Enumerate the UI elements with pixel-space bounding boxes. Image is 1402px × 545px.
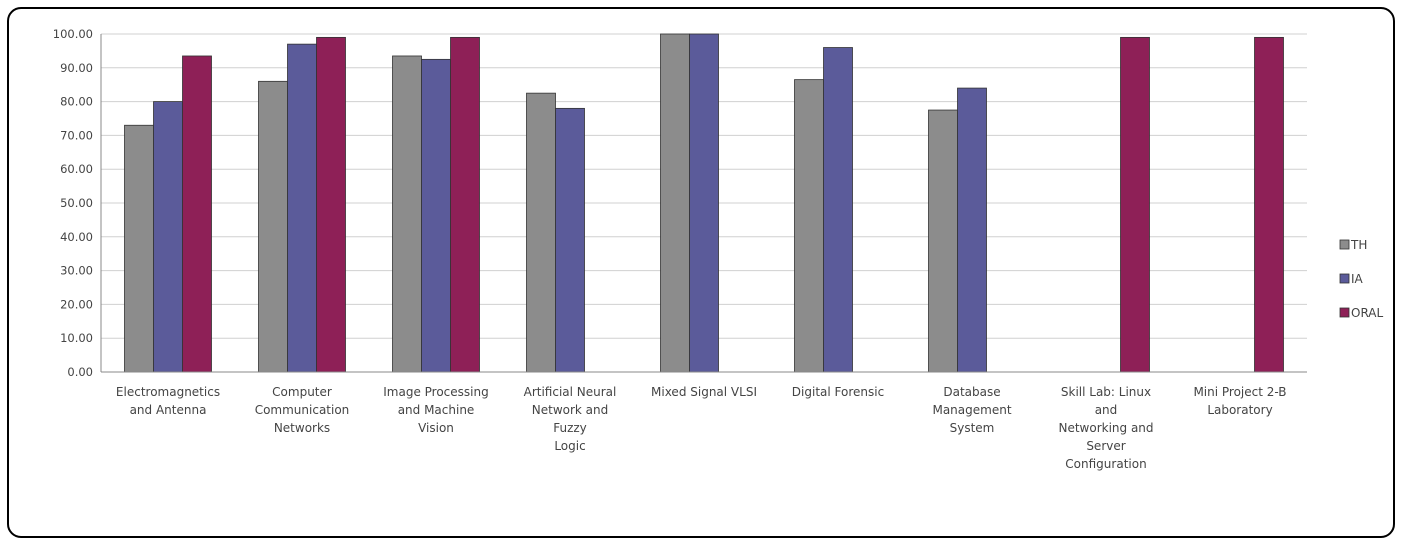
x-category-label: Electromagnetics and Antenna — [116, 385, 220, 417]
axes — [100, 34, 1307, 373]
bar-th — [124, 124, 154, 373]
bar-oral — [1254, 36, 1284, 373]
legend-swatch — [1339, 273, 1350, 284]
legend: TH IA ORAL — [1339, 238, 1384, 320]
bar-oral — [1120, 36, 1150, 373]
bar-th — [392, 55, 422, 373]
y-tick-label: 40.00 — [60, 230, 93, 244]
x-category-label: Skill Lab: Linux and Networking and Server C… — [1058, 385, 1153, 471]
y-tick-label: 90.00 — [60, 61, 93, 75]
bar-th — [928, 109, 958, 373]
legend-swatch — [1339, 239, 1350, 250]
bar-ia — [421, 58, 451, 373]
chart-frame: 0.00 10.00 20.00 30.00 40.00 50.00 60.00 70.00 8… — [7, 7, 1395, 538]
bar-oral — [316, 36, 346, 373]
legend-label: IA — [1351, 272, 1364, 286]
bar-th — [526, 92, 556, 373]
bar-oral — [450, 36, 480, 373]
bar-th — [660, 33, 690, 373]
y-tick-label: 10.00 — [60, 331, 93, 345]
y-tick-label: 50.00 — [60, 196, 93, 210]
y-tick-label: 100.00 — [53, 27, 93, 41]
y-tick-label: 70.00 — [60, 128, 93, 142]
category-labels: Electromagnetics and Antenna Computer Commu… — [116, 385, 1287, 471]
x-category-label: Mixed Signal VLSI — [651, 385, 757, 399]
bar-ia — [957, 87, 987, 373]
x-category-label: Digital Forensic — [792, 385, 884, 399]
x-category-label: Computer Communication Networks — [255, 385, 350, 435]
legend-swatch — [1339, 307, 1350, 318]
bar-th — [794, 79, 824, 373]
legend-label: ORAL — [1351, 306, 1384, 320]
bar-ia — [689, 33, 719, 373]
y-tick-label: 0.00 — [67, 365, 93, 379]
y-axis-ticks: 0.00 10.00 20.00 30.00 40.00 50.00 60.00 70.00 8… — [53, 27, 93, 379]
bar-ia — [823, 47, 853, 373]
y-tick-label: 60.00 — [60, 162, 93, 176]
bar-ia — [153, 101, 183, 373]
x-category-label: Mini Project 2-B Laboratory — [1193, 385, 1286, 417]
y-tick-label: 80.00 — [60, 95, 93, 109]
bar-ia — [287, 43, 317, 373]
bar-chart: 0.00 10.00 20.00 30.00 40.00 50.00 60.00 70.00 8… — [53, 27, 1384, 471]
y-tick-label: 20.00 — [60, 297, 93, 311]
x-category-label: Image Processing and Machine Vision — [383, 385, 488, 435]
bar-th — [258, 80, 288, 373]
x-category-label: Artificial Neural Network and Fuzzy Logic — [524, 385, 617, 453]
x-category-label: Database Management System — [932, 385, 1011, 435]
bar-oral — [182, 55, 212, 373]
y-tick-label: 30.00 — [60, 264, 93, 278]
legend-label: TH — [1350, 238, 1367, 252]
bar-ia — [555, 107, 585, 373]
